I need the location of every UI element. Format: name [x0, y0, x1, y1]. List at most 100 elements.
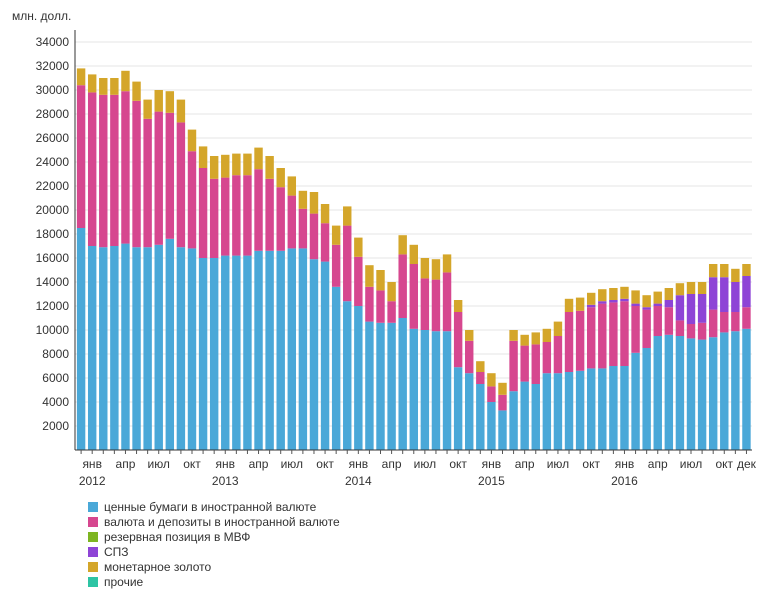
bar-segment [376, 290, 385, 323]
legend-item: валюта и депозиты в иностранной валюте [88, 515, 340, 530]
bar-segment [598, 368, 607, 450]
bar-segment [387, 301, 396, 323]
bar-segment [165, 91, 175, 113]
bar-segment [487, 386, 496, 402]
x-tick-label: июл [281, 457, 303, 471]
bar-segment [653, 306, 662, 336]
y-tick-label: 26000 [36, 131, 70, 145]
bar-segment [387, 282, 396, 302]
legend-item: резервная позиция в МВФ [88, 530, 340, 545]
bar-segment [476, 361, 485, 372]
bar-segment [187, 248, 197, 450]
bar-segment [598, 301, 607, 304]
bar-segment [287, 248, 297, 450]
bar-segment [520, 381, 529, 450]
bar-segment [232, 153, 241, 176]
y-axis-label: млн. долл. [12, 9, 71, 23]
bar-segment [476, 372, 485, 384]
bar-segment [453, 300, 463, 312]
bar-segment [620, 298, 629, 302]
y-tick-label: 6000 [42, 371, 69, 385]
bar-segment [564, 372, 574, 450]
bar-segment [298, 190, 308, 209]
bar-segment [343, 206, 352, 226]
bar-segment [642, 348, 651, 450]
bar-segment [498, 410, 507, 450]
bar-segment [553, 373, 563, 450]
bar-segment [354, 256, 363, 306]
bar-segment [542, 373, 552, 450]
bar-segment [564, 298, 574, 312]
bar-segment [742, 276, 751, 308]
bar-segment [420, 258, 430, 279]
y-tick-label: 24000 [36, 155, 70, 169]
bar-segment [498, 394, 507, 411]
x-tick-label: окт [316, 457, 334, 471]
x-year-label: 2015 [478, 474, 505, 488]
y-tick-label: 30000 [36, 83, 70, 97]
bar-segment [76, 228, 86, 450]
bar-segment [431, 331, 441, 450]
bar-segment [309, 259, 319, 450]
bar-segment [143, 99, 152, 119]
bar-segment [609, 288, 618, 300]
bar-segment [487, 402, 496, 450]
bar-segment [154, 90, 163, 112]
bar-segment [409, 244, 418, 264]
bar-segment [121, 91, 130, 244]
bar-segment [442, 272, 452, 332]
bar-segment [320, 223, 330, 262]
legend-swatch [88, 502, 98, 512]
bar-segment [276, 250, 285, 450]
bar-segment [664, 334, 674, 450]
bar-segment [620, 286, 629, 299]
bar-segment [653, 303, 662, 306]
bar-segment [232, 255, 241, 450]
bar-segment [564, 312, 574, 372]
y-tick-label: 22000 [36, 179, 70, 193]
bar-segment [675, 336, 685, 450]
bar-segment [642, 307, 651, 310]
bar-segment [365, 321, 374, 450]
bar-segment [187, 151, 197, 249]
legend-label: ценные бумаги в иностранной валюте [104, 500, 317, 514]
bar-segment [132, 100, 141, 248]
bar-segment [731, 312, 740, 332]
bar-segment [254, 250, 263, 450]
x-tick-label: июл [147, 457, 169, 471]
legend-item: СПЗ [88, 545, 340, 560]
bar-segment [132, 81, 141, 101]
bar-segment [398, 254, 407, 318]
bar-segment [509, 340, 518, 392]
bar-segment [509, 330, 518, 341]
legend-label: монетарное золото [104, 560, 212, 574]
bar-segment [720, 264, 729, 278]
x-tick-label: дек [737, 457, 757, 471]
bar-segment [731, 268, 740, 282]
bar-segment [598, 289, 607, 302]
bar-segment [708, 277, 718, 310]
bar-segment [198, 258, 208, 450]
legend-swatch [88, 577, 98, 587]
bar-segment [365, 286, 374, 322]
bar-segment [742, 264, 751, 276]
bar-segment [653, 336, 662, 450]
bar-segment [398, 318, 407, 450]
bar-segment [531, 344, 540, 384]
bar-segment [398, 235, 407, 255]
bar-segment [642, 295, 651, 308]
bar-segment [686, 282, 696, 294]
bar-segment [542, 342, 552, 374]
bar-segment [154, 244, 163, 450]
bar-segment [221, 255, 230, 450]
bar-segment [110, 246, 119, 450]
x-year-label: 2016 [611, 474, 638, 488]
bar-segment [720, 332, 729, 450]
bar-segment [498, 382, 507, 395]
bar-segment [664, 288, 674, 300]
bar-segment [465, 373, 474, 450]
bar-segment [453, 312, 463, 368]
bar-segment [631, 306, 640, 353]
bar-segment [198, 146, 208, 168]
